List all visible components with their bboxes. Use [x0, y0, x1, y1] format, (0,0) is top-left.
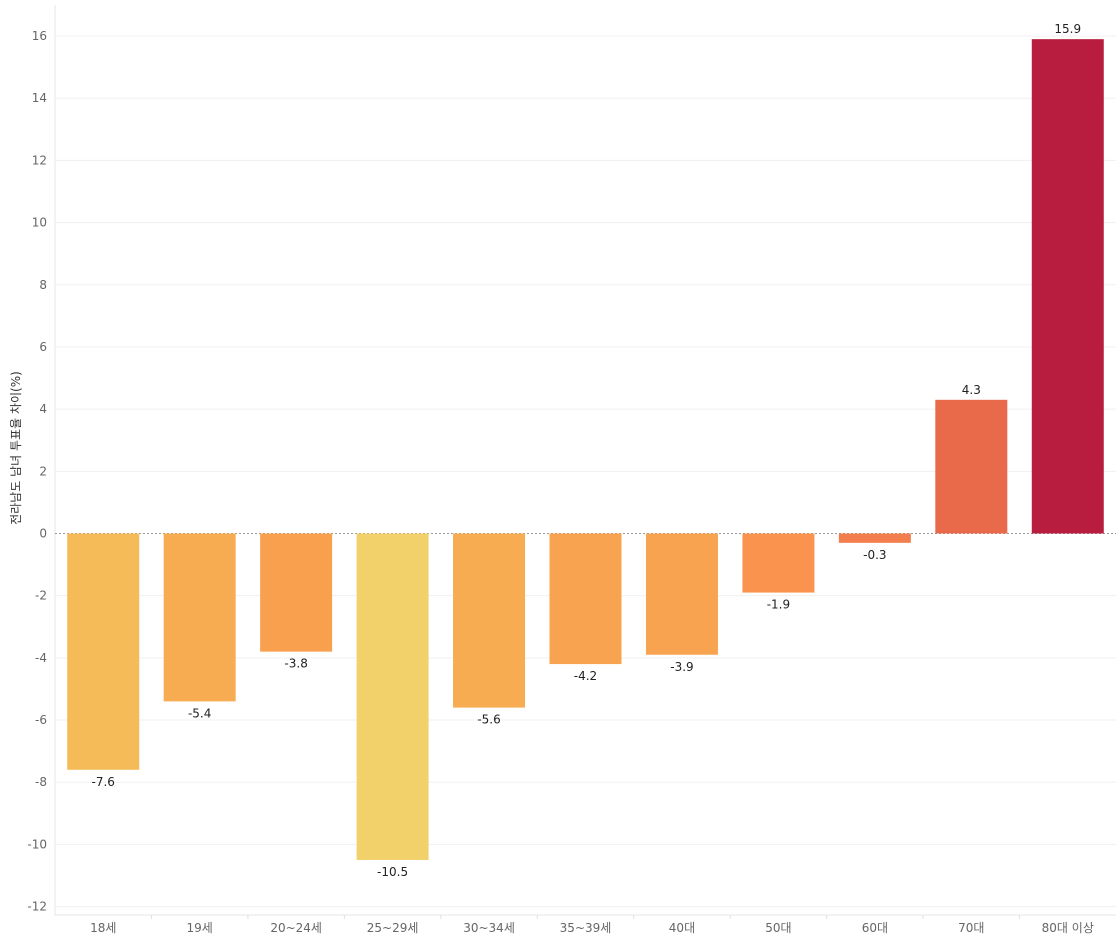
x-tick-label: 25~29세 [367, 921, 419, 935]
bar [453, 533, 526, 708]
x-tick-label: 50대 [765, 921, 791, 935]
value-label: -3.8 [284, 657, 307, 671]
y-tick-label: 2 [39, 464, 47, 478]
x-tick-label: 30~34세 [463, 921, 515, 935]
bar [260, 533, 333, 652]
bar [935, 399, 1008, 534]
x-tick-label: 20~24세 [270, 921, 322, 935]
bars [67, 39, 1104, 860]
value-label: -5.6 [477, 713, 500, 727]
x-axis-ticks: 18세 19세 20~24세 25~29세 30~34세 35~39세 40대 50대 60대 7… [90, 915, 1094, 935]
x-tick-label: 60대 [862, 921, 888, 935]
y-tick-label: -8 [35, 775, 47, 789]
value-label: -10.5 [377, 865, 408, 879]
y-tick-label: 8 [39, 278, 47, 292]
x-tick-label: 40대 [669, 921, 695, 935]
y-tick-label: 14 [32, 91, 47, 105]
x-tick-label: 70대 [958, 921, 984, 935]
y-tick-label: -12 [27, 900, 47, 914]
bar [742, 533, 815, 593]
y-tick-label: 10 [32, 216, 47, 230]
y-tick-label: 6 [39, 340, 47, 354]
x-tick-label: 18세 [90, 921, 116, 935]
bar [67, 533, 140, 770]
bar [549, 533, 622, 665]
value-label: -3.9 [670, 660, 693, 674]
value-label: -1.9 [767, 598, 790, 612]
x-tick-label: 19세 [187, 921, 213, 935]
y-tick-label: 16 [32, 29, 47, 43]
x-tick-label: 80대 이상 [1042, 921, 1094, 935]
y-tick-label: 12 [32, 153, 47, 167]
bar [645, 533, 718, 655]
bar [356, 533, 429, 860]
y-tick-label: -2 [35, 589, 47, 603]
y-tick-label: 4 [39, 402, 47, 416]
y-axis-ticks: 16 14 12 10 8 6 4 2 0 -2 -4 -6 -8 -10 -12 [27, 29, 47, 914]
y-tick-label: -10 [27, 837, 47, 851]
value-labels: -7.6 -5.4 -3.8 -10.5 -5.6 -4.2 -3.9 -1.9 -0.3 4.3… [92, 22, 1082, 879]
value-label: 15.9 [1054, 22, 1081, 36]
value-label: -4.2 [574, 669, 597, 683]
x-tick-label: 35~39세 [560, 921, 612, 935]
bar [1031, 39, 1104, 534]
bar [838, 533, 911, 543]
value-label: -5.4 [188, 706, 211, 720]
value-label: -7.6 [92, 775, 115, 789]
y-axis-title: 전라남도 남녀 투표율 차이(%) [9, 371, 23, 525]
y-tick-label: 0 [39, 527, 47, 541]
bar [163, 533, 236, 702]
value-label: -0.3 [863, 548, 886, 562]
value-label: 4.3 [962, 383, 981, 397]
y-tick-label: -4 [35, 651, 47, 665]
y-tick-label: -6 [35, 713, 47, 727]
